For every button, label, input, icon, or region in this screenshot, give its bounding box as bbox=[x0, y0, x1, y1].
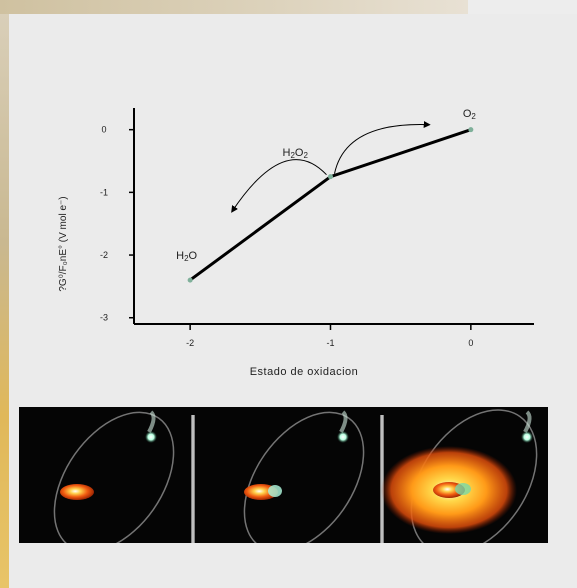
orbital-panel-2 bbox=[243, 410, 365, 543]
arrow-disproportionation-up bbox=[334, 120, 431, 174]
divider-1 bbox=[191, 415, 195, 543]
x-axis-label: Estado de oxidacion bbox=[249, 366, 359, 378]
x-tick-label: 0 bbox=[468, 338, 473, 348]
point-o2 bbox=[468, 127, 474, 133]
point-h2o2 bbox=[327, 174, 333, 180]
slide-top-border bbox=[0, 0, 468, 14]
y-tick-label: -3 bbox=[100, 313, 108, 323]
electron-overlap-3 bbox=[455, 483, 471, 495]
label-h2o2-sub2: 2 bbox=[303, 150, 308, 160]
orbital-panel-1 bbox=[53, 410, 175, 543]
arrow-disproportionation-down bbox=[231, 159, 327, 213]
y-tick-label: -2 bbox=[100, 250, 108, 260]
label-o2-o: O bbox=[462, 107, 472, 120]
chart-svg: 0 -1 -2 -3 -2 -1 0 bbox=[100, 108, 534, 348]
label-h2o: H2O bbox=[176, 250, 197, 263]
label-h2o-o: O bbox=[188, 250, 198, 263]
point-h2o bbox=[187, 277, 193, 283]
label-o2: O2 bbox=[463, 108, 476, 121]
series-line bbox=[189, 128, 472, 282]
redox-chart: 0 -1 -2 -3 -2 -1 0 ?G⁰/F₀nE° (V mol e⁻) H2O H2… bbox=[54, 94, 554, 394]
x-tick-label: -1 bbox=[326, 338, 334, 348]
label-h2o2-sub1: 2 bbox=[290, 150, 295, 160]
label-h2o2-o: O bbox=[294, 146, 304, 159]
y-tick-label: 0 bbox=[101, 125, 106, 135]
orbital-panel-3 bbox=[381, 409, 538, 543]
orbital-illustration bbox=[53, 409, 538, 543]
electron-3 bbox=[521, 431, 533, 443]
label-h2o2: H2O2 bbox=[282, 147, 307, 160]
slide: 0 -1 -2 -3 -2 -1 0 ?G⁰/F₀nE° (V mol e⁻) H2O H2… bbox=[9, 14, 577, 588]
electron-overlap-2 bbox=[268, 485, 282, 497]
orbital-image-strip bbox=[19, 407, 548, 543]
x-tick-label: -2 bbox=[186, 338, 194, 348]
electron-1 bbox=[145, 431, 157, 443]
label-h2o-h: H bbox=[176, 250, 185, 263]
label-o2-sub: 2 bbox=[471, 111, 476, 121]
label-h2o2-h: H bbox=[282, 146, 291, 159]
nucleus-1 bbox=[60, 484, 94, 500]
label-h2o-sub: 2 bbox=[184, 254, 189, 264]
electron-2 bbox=[337, 431, 349, 443]
slide-left-border bbox=[0, 14, 9, 588]
y-axis-label-text: ?G⁰/F₀nE° (V mol e⁻) bbox=[58, 196, 69, 292]
y-tick-label: -1 bbox=[100, 187, 108, 197]
divider-2 bbox=[380, 415, 384, 543]
